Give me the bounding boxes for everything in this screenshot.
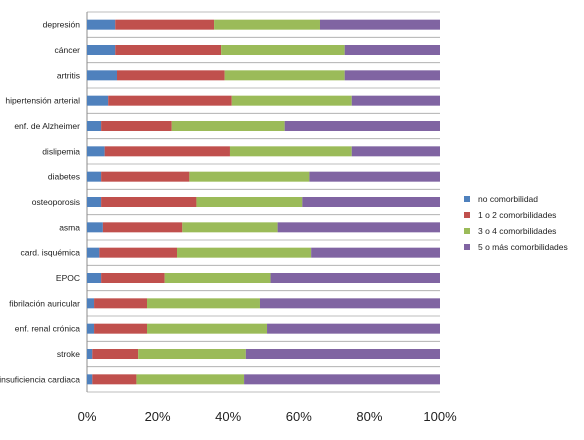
category-label: EPOC <box>56 273 80 283</box>
bar-segment <box>87 374 93 385</box>
x-tick-label: 0% <box>78 409 97 424</box>
bar-segment <box>138 349 246 359</box>
category-label: card. isquémica <box>20 248 80 258</box>
legend-swatch <box>464 244 470 250</box>
bar-segment <box>87 323 95 334</box>
bar-segment <box>87 45 116 55</box>
bar-segment <box>147 323 268 334</box>
bar-segment <box>221 45 345 55</box>
bar-segment <box>319 19 440 30</box>
bar-segment <box>87 197 102 207</box>
bar-segment <box>87 95 109 106</box>
legend-swatch <box>464 228 470 234</box>
bar-segment <box>87 349 93 359</box>
category-label: osteoporosis <box>32 197 80 207</box>
category-label: asma <box>59 222 80 232</box>
bar-segment <box>270 273 440 283</box>
bar-segment <box>94 323 148 334</box>
bar-segment <box>344 70 440 81</box>
bar-segment <box>302 197 440 207</box>
legend: no comorbilidad 1 o 2 comorbilidades 3 o 4… <box>464 194 568 252</box>
bar-segment <box>87 121 102 131</box>
category-label: enf. renal crónica <box>15 324 80 334</box>
bar-segment <box>277 222 440 233</box>
x-tick-label: 100% <box>423 409 457 424</box>
bar-segment <box>87 19 116 30</box>
category-label: hipertensión arterial <box>5 96 80 106</box>
bar-segment <box>259 298 440 309</box>
bar-segment <box>231 95 352 106</box>
bar-segment <box>284 121 440 131</box>
category-label: stroke <box>57 349 80 359</box>
legend-label: no comorbilidad <box>478 194 538 204</box>
bar-segment <box>92 349 139 359</box>
bar-segment <box>309 171 440 182</box>
bar-segment <box>196 197 303 207</box>
bar-segment <box>164 273 271 283</box>
bar-segment <box>99 247 178 258</box>
bar-segment <box>101 273 165 283</box>
bar-segment <box>344 45 440 55</box>
x-tick-label: 20% <box>145 409 171 424</box>
category-label: cáncer <box>54 45 80 55</box>
category-label: fibrilación auricular <box>9 298 80 308</box>
bar-segment <box>87 222 103 233</box>
bar-segment <box>245 349 440 359</box>
bars <box>87 19 440 385</box>
category-label: diabetes <box>48 172 80 182</box>
bar-segment <box>101 197 197 207</box>
bar-segment <box>87 146 105 157</box>
category-label: depresión <box>43 20 81 30</box>
bar-segment <box>171 121 285 131</box>
x-tick-label: 80% <box>356 409 382 424</box>
bar-segment <box>101 121 172 131</box>
legend-label: 1 o 2 comorbilidades <box>478 210 556 220</box>
bar-segment <box>244 374 440 385</box>
category-labels: depresión cáncer artritis hipertensión arte… <box>0 20 80 385</box>
x-tick-label: 60% <box>286 409 312 424</box>
bar-segment <box>224 70 345 81</box>
category-label: artritis <box>57 70 80 80</box>
bar-segment <box>267 323 440 334</box>
bar-segment <box>115 19 215 30</box>
bar-segment <box>182 222 278 233</box>
bar-segment <box>351 146 440 157</box>
bar-segment <box>311 247 440 258</box>
bar-segment <box>87 171 102 182</box>
bar-segment <box>108 95 232 106</box>
bar-segment <box>177 247 312 258</box>
x-axis-ticks: 0% 20% 40% 60% 80% 100% <box>78 409 457 424</box>
bar-segment <box>136 374 245 385</box>
bar-segment <box>115 45 222 55</box>
bar-segment <box>102 222 183 233</box>
bar-segment <box>101 171 190 182</box>
bar-segment <box>87 247 100 258</box>
bar-segment <box>351 95 440 106</box>
bar-segment <box>87 70 118 81</box>
legend-swatch <box>464 196 470 202</box>
legend-swatch <box>464 212 470 218</box>
bar-segment <box>147 298 260 309</box>
category-label: enf. de Alzheimer <box>14 121 80 131</box>
category-label: insuficiencia cardiaca <box>0 374 80 384</box>
x-tick-label: 40% <box>215 409 241 424</box>
bar-segment <box>92 374 137 385</box>
bar-segment <box>214 19 320 30</box>
bar-segment <box>87 273 102 283</box>
bar-segment <box>117 70 225 81</box>
bar-segment <box>94 298 148 309</box>
legend-label: 5 o más comorbilidades <box>478 242 568 252</box>
bar-segment <box>229 146 352 157</box>
legend-label: 3 o 4 comorbilidades <box>478 226 556 236</box>
bar-segment <box>87 298 95 309</box>
bar-segment <box>104 146 230 157</box>
category-label: dislipemia <box>42 146 80 156</box>
bar-segment <box>189 171 310 182</box>
